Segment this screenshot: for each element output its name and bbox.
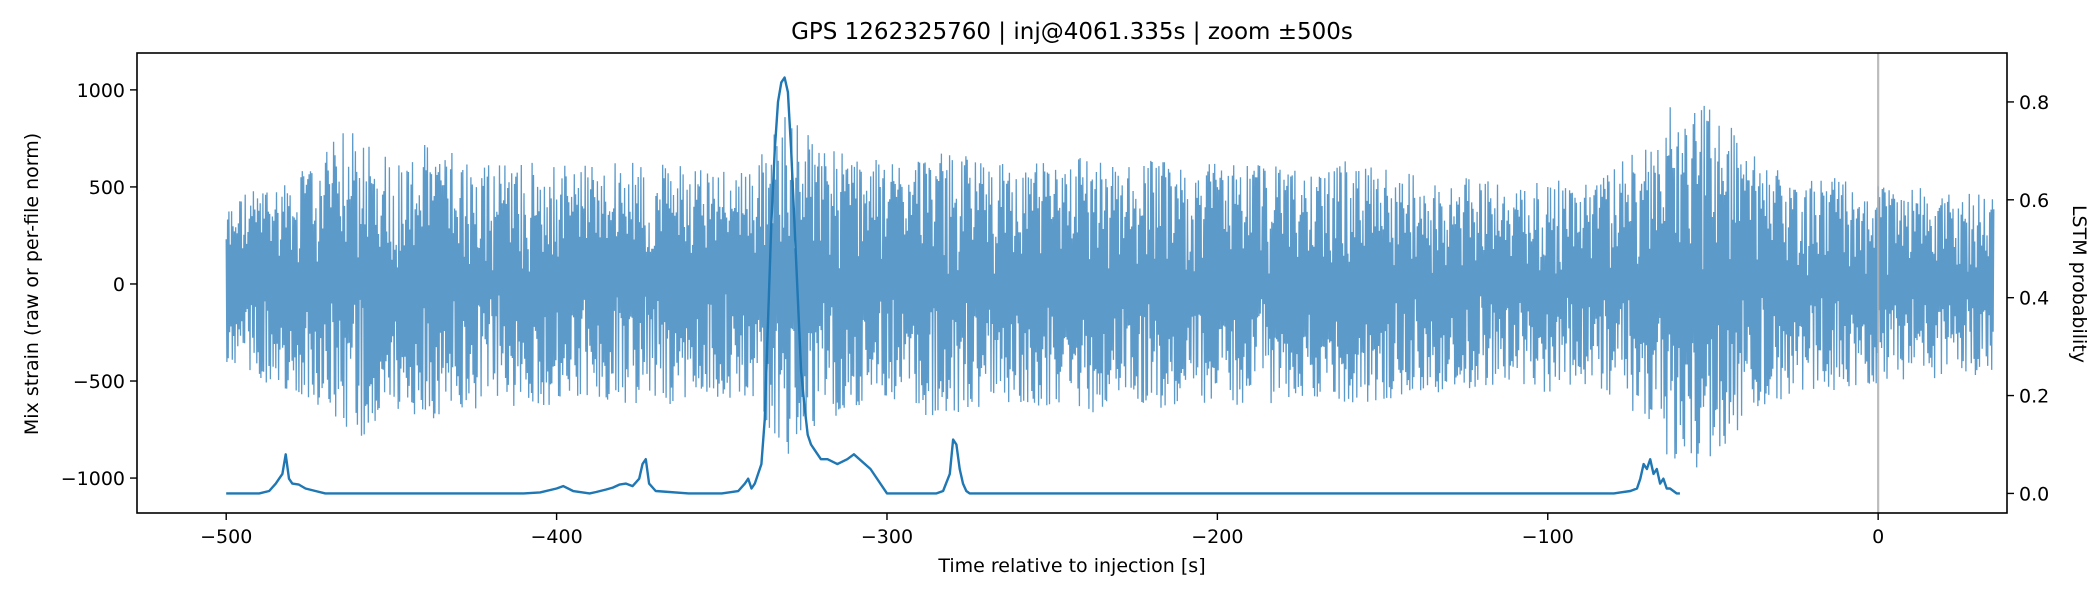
- x-tick-label: −100: [1522, 526, 1574, 548]
- y-left-tick-label: −1000: [61, 468, 125, 490]
- strain-series: [225, 105, 1995, 468]
- y-right-tick-label: 0.0: [2019, 483, 2049, 505]
- y-left-tick-label: 1000: [77, 80, 125, 102]
- y-left-tick-label: −500: [73, 371, 125, 393]
- x-tick-label: −400: [530, 526, 582, 548]
- y-right-tick-label: 0.6: [2019, 190, 2049, 212]
- y-left-tick-label: 0: [113, 274, 125, 296]
- x-axis: −500 −400 −300 −200 −100 0: [200, 513, 1884, 548]
- x-tick-label: 0: [1872, 526, 1884, 548]
- y-left-tick-label: 500: [89, 177, 125, 199]
- y-axis-right-title: LSTM probability: [2068, 205, 2090, 363]
- y-axis-left: −1000 −500 0 500 1000: [61, 80, 137, 490]
- plot-frame: [136, 52, 2008, 514]
- chart-title: GPS 1262325760 | inj@4061.335s | zoom ±5…: [791, 19, 1353, 45]
- y-axis-left-title: Mix strain (raw or per-file norm): [21, 133, 43, 435]
- probability-line: [226, 76, 1680, 495]
- x-axis-title: Time relative to injection [s]: [937, 555, 1205, 577]
- probability-series: [226, 76, 1680, 495]
- x-tick-label: −200: [1191, 526, 1243, 548]
- y-right-tick-label: 0.2: [2019, 386, 2049, 408]
- strain-line: [225, 105, 1995, 468]
- y-right-tick-label: 0.4: [2019, 288, 2049, 310]
- y-right-tick-label: 0.8: [2019, 92, 2049, 114]
- y-axis-right: 0.0 0.2 0.4 0.6 0.8: [2007, 92, 2049, 505]
- x-tick-label: −300: [861, 526, 913, 548]
- x-tick-label: −500: [200, 526, 252, 548]
